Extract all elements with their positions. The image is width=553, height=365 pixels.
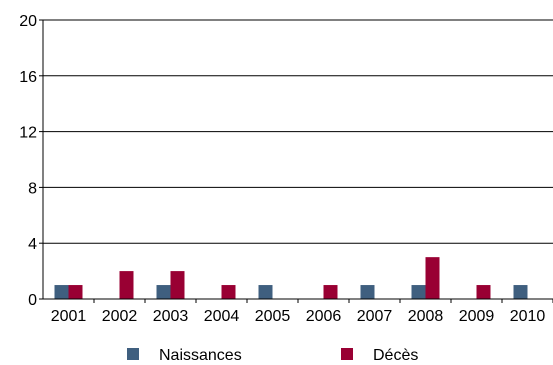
x-tick-label: 2008 [408, 308, 444, 325]
y-tick-label: 8 [28, 180, 37, 197]
x-tick-label: 2003 [153, 308, 189, 325]
x-tick-label: 2001 [51, 308, 87, 325]
bar-deces-2002 [119, 271, 134, 299]
y-tick-label: 20 [19, 13, 37, 30]
legend-label-naissances: Naissances [159, 347, 242, 364]
bar-naissances-2005 [258, 285, 273, 299]
x-tick-label: 2005 [255, 308, 291, 325]
bar-naissances-2008 [411, 285, 426, 299]
bar-deces-2009 [476, 285, 491, 299]
bar-naissances-2007 [360, 285, 375, 299]
axis-labels: 0 4 8 12 16 20 2001 2002 2003 2004 2005 2006 2007 200… [19, 13, 545, 325]
bar-deces-2004 [221, 285, 236, 299]
legend-swatch-deces [341, 348, 353, 360]
x-tick-label: 2004 [204, 308, 240, 325]
y-tick-label: 16 [19, 69, 37, 86]
grid-lines [43, 19, 553, 244]
y-tick-label: 4 [28, 236, 37, 253]
y-tick-label: 0 [28, 292, 37, 309]
bar-naissances-2010 [513, 285, 528, 299]
legend-label-deces: Décès [373, 347, 418, 364]
x-tick-label: 2002 [102, 308, 138, 325]
bar-deces-2001 [68, 285, 83, 299]
bar-naissances-2001 [54, 285, 69, 299]
legend-swatch-naissances [127, 348, 139, 360]
bars [54, 257, 528, 299]
legend: Naissances Décès [127, 347, 418, 364]
bar-deces-2008 [425, 257, 440, 299]
bar-deces-2003 [170, 271, 185, 299]
x-tick-label: 2009 [459, 308, 495, 325]
bar-naissances-2003 [156, 285, 171, 299]
bar-deces-2006 [323, 285, 338, 299]
x-tick-label: 2006 [306, 308, 342, 325]
y-tick-label: 12 [19, 125, 37, 142]
x-tick-label: 2010 [510, 308, 546, 325]
x-tick-label: 2007 [357, 308, 393, 325]
axes [39, 19, 553, 303]
